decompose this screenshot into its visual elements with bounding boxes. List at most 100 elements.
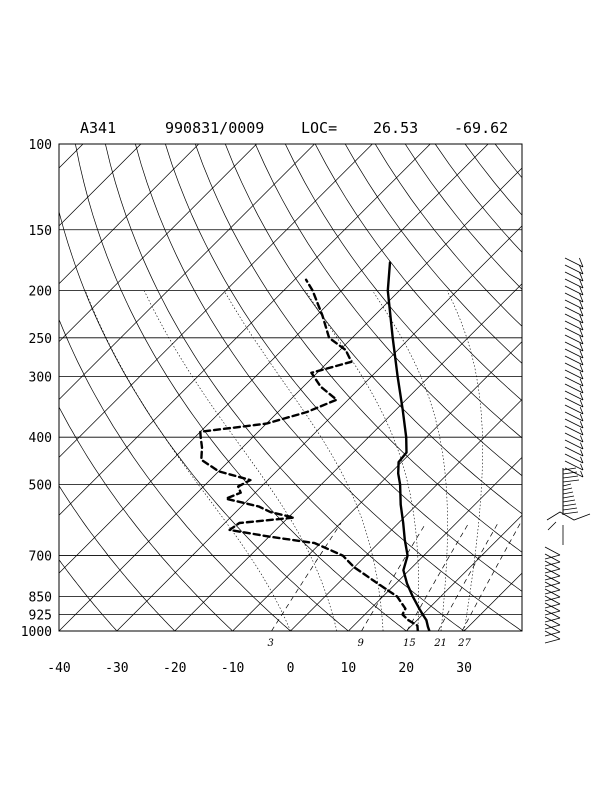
temperature-tick-label: 30 <box>456 661 472 676</box>
isotherm-line <box>290 399 522 631</box>
wind-barb <box>564 411 584 422</box>
moist-adiabat-line <box>143 290 338 631</box>
isotherm-line <box>59 167 522 631</box>
wind-barb <box>564 446 584 457</box>
temperature-tick-label: -20 <box>163 661 186 676</box>
wind-barb <box>564 355 584 366</box>
dry-adiabat-line <box>59 318 292 631</box>
dry-adiabat-line <box>165 144 522 592</box>
pressure-tick-label: 100 <box>29 138 52 153</box>
wind-barb <box>562 491 574 495</box>
isotherm-line <box>59 144 489 574</box>
dewpoint-profile-line <box>199 278 419 631</box>
mixing-ratio-label: 27 <box>457 638 471 649</box>
isotherm-line <box>59 144 142 227</box>
dry-adiabat-line <box>194 144 522 553</box>
pressure-tick-label: 300 <box>29 370 52 385</box>
wind-barb <box>544 609 561 623</box>
dry-adiabat-line <box>284 144 522 439</box>
wind-barb <box>562 483 572 487</box>
dry-adiabat-line <box>434 144 522 253</box>
wind-barb <box>564 425 584 436</box>
wind-barb <box>564 320 584 331</box>
pressure-tick-label: 1000 <box>21 625 52 640</box>
chart-title-datetime: 990831/0009 <box>165 119 264 137</box>
wind-barbs <box>544 257 591 644</box>
chart-title-loc-label: LOC= <box>301 119 337 137</box>
wind-barb <box>564 376 584 387</box>
mixing-ratio-label: 21 <box>433 638 447 649</box>
wind-barb <box>564 313 584 324</box>
mixing-ratio-line <box>406 522 470 631</box>
sounding-profiles <box>199 261 431 631</box>
pressure-tick-label: 700 <box>29 550 52 565</box>
chart-title-lon: -69.62 <box>454 119 508 137</box>
isotherm-line <box>580 144 612 631</box>
moist-adiabat-line <box>85 290 291 631</box>
wind-barb <box>564 264 584 275</box>
dry-adiabat-line <box>494 144 522 179</box>
wind-barb <box>564 334 584 345</box>
moist-adiabat-line <box>372 290 448 631</box>
temperature-tick-label: -30 <box>105 661 128 676</box>
dry-adiabat-line <box>344 144 522 364</box>
wind-barb <box>562 471 578 475</box>
pressure-tick-label: 925 <box>29 609 52 624</box>
dry-adiabat-line <box>566 122 612 642</box>
dry-adiabat-line <box>59 559 118 631</box>
pressure-tick-label: 400 <box>29 431 52 446</box>
wind-barb <box>564 383 584 394</box>
isotherm-line <box>116 225 522 631</box>
temperature-tick-label: 10 <box>341 661 357 676</box>
wind-barb <box>564 390 584 401</box>
wind-barb <box>544 602 561 616</box>
plot-frame <box>58 143 523 632</box>
isotherm-line <box>59 144 315 400</box>
wind-barb <box>544 616 561 630</box>
wind-barb <box>544 623 561 637</box>
chart-title-station: A341 <box>80 119 116 137</box>
pressure-tick-label: 200 <box>29 285 52 300</box>
dry-adiabat-line <box>224 144 522 515</box>
dry-adiabat-line <box>254 144 522 477</box>
pressure-tick-label: 500 <box>29 478 52 493</box>
pressure-tick-label: 250 <box>29 332 52 347</box>
wind-barb <box>564 348 584 359</box>
isotherm-line <box>0 144 25 631</box>
wind-barb <box>564 397 584 408</box>
wind-barb <box>564 432 584 443</box>
wind-barb <box>544 574 561 588</box>
wind-barb <box>564 271 584 282</box>
mixing-ratio-line <box>361 522 427 631</box>
wind-barb <box>544 553 561 567</box>
temperature-tick-label: -10 <box>221 661 244 676</box>
wind-barb <box>544 581 561 595</box>
wind-barb <box>564 439 584 450</box>
moist-adiabat-line <box>305 290 419 631</box>
mixing-ratio-label: 15 <box>403 638 416 649</box>
wind-barb <box>562 487 573 491</box>
background-grid <box>0 122 612 642</box>
wind-barb <box>564 453 584 464</box>
wind-barb <box>564 460 584 471</box>
isotherm-line <box>348 456 522 631</box>
temperature-tick-label: -40 <box>47 661 70 676</box>
chart-title-lat: 26.53 <box>373 119 418 137</box>
moist-adiabat-line <box>223 290 384 631</box>
wind-barb <box>564 285 584 296</box>
wind-barb <box>544 588 561 602</box>
mixing-ratio-label: 9 <box>358 638 365 649</box>
mixing-ratio-line <box>271 522 342 631</box>
wind-barb <box>562 511 579 515</box>
wind-barb <box>564 299 584 310</box>
isotherm-line <box>59 144 431 516</box>
isotherm-line <box>463 572 522 631</box>
temperature-profile-line <box>386 261 431 631</box>
wind-barb <box>544 630 561 644</box>
wind-barb <box>562 503 577 507</box>
wind-barb <box>564 369 584 380</box>
wind-barb <box>562 507 578 511</box>
temperature-tick-label: 20 <box>398 661 414 676</box>
dry-adiabat-line <box>135 144 522 631</box>
